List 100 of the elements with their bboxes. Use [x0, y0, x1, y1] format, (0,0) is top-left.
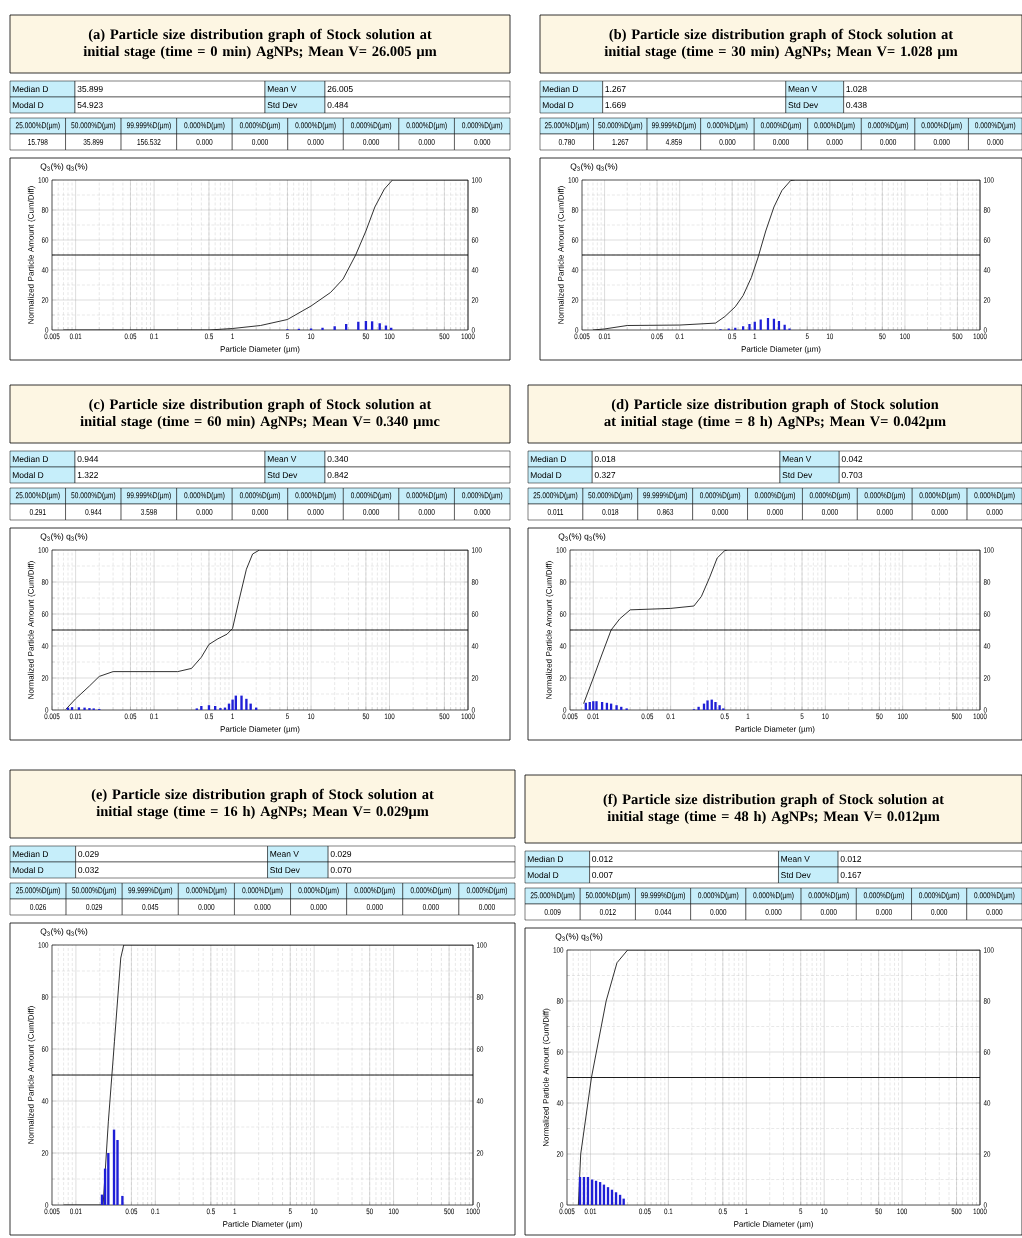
text: 1.267 — [605, 86, 626, 92]
text: 50.000%D(µm) — [72, 887, 117, 895]
text: Std Dev — [788, 101, 819, 109]
text: 0.000 — [880, 139, 897, 145]
text: 0.340 — [327, 456, 349, 462]
text: Modal D — [530, 471, 562, 479]
text: 0.000 — [987, 139, 1004, 145]
text: 0.000%D(µm) — [295, 122, 336, 130]
text: 0.000 — [765, 909, 782, 915]
text: 35.899 — [83, 139, 104, 145]
text: 25.000%D(µm) — [16, 887, 60, 895]
text: 25.000%D(µm) — [544, 122, 589, 130]
text: 1.322 — [77, 472, 98, 478]
text: 0.000 — [366, 904, 383, 910]
text: 0.000%D(µm) — [921, 122, 962, 130]
text: 0.000 — [821, 509, 838, 515]
text: 0.000%D(µm) — [809, 492, 850, 500]
text: 0.000%D(µm) — [462, 492, 503, 500]
text: 0.000%D(µm) — [242, 887, 283, 895]
text: Q$_{3}$(%) q$_{3}$(%) — [40, 928, 88, 937]
text: 0.029 — [86, 904, 103, 910]
chart-title: (f) Particle size distribution graph of Stock solution at initial stage (time = 48 h) AgNPs; Mean V= 0.012µm — [603, 793, 944, 825]
text: Mean V — [267, 456, 297, 462]
text: 0.000 — [986, 909, 1003, 915]
text: 0.000 — [826, 139, 843, 145]
text: 0.012 — [840, 856, 862, 862]
text: 99.999%D(µm) — [128, 887, 173, 895]
text: 0.000 — [252, 139, 269, 145]
text: Q$_{3}$(%) q$_{3}$(%) — [40, 533, 88, 542]
text: 0.000 — [876, 509, 893, 515]
text: Median D — [12, 455, 49, 463]
text: Q$_{3}$(%) q$_{3}$(%) — [555, 933, 603, 942]
bar — [777, 321, 781, 330]
text: 50.000%D(µm) — [71, 492, 116, 500]
text: Modal D — [542, 101, 574, 109]
text: 26.005 — [327, 86, 353, 92]
text: 0.000 — [474, 139, 491, 145]
text: 0.032 — [78, 867, 99, 873]
chart-title: (d) Particle size distribution graph of Stock solution at initial stage (time = 8 h) AgNPs; Mean V= 0.042µm — [604, 398, 946, 430]
text: 50.000%D(µm) — [588, 492, 633, 500]
text: 25.000%D(µm) — [530, 892, 575, 900]
bar — [742, 326, 745, 330]
text: 0.438 — [846, 102, 867, 108]
text: Q$_{3}$(%) q$_{3}$(%) — [570, 163, 618, 172]
text: 0.327 — [594, 472, 616, 478]
text: 0.045 — [142, 904, 159, 910]
text: Std Dev — [781, 871, 811, 879]
text: Mean V — [788, 86, 818, 92]
text: 0.000%D(µm) — [295, 492, 336, 500]
text: 0.484 — [327, 102, 349, 108]
text: 0.000%D(µm) — [707, 122, 748, 130]
text: 0.000%D(µm) — [466, 887, 507, 895]
text: 0.012 — [599, 909, 616, 915]
text: 0.703 — [841, 472, 863, 478]
text: 0.000 — [310, 904, 327, 910]
text: 0.000%D(µm) — [975, 122, 1016, 130]
text: Modal D — [12, 101, 44, 109]
text: 0.000 — [931, 909, 948, 915]
text: 4.859 — [665, 139, 682, 145]
text: Median D — [530, 455, 567, 463]
text: 0.011 — [547, 509, 564, 515]
text: 0.000 — [474, 509, 491, 515]
text: 0.000%D(µm) — [919, 492, 960, 500]
text: Modal D — [527, 871, 559, 879]
text: 0.000%D(µm) — [298, 887, 339, 895]
text: 0.000 — [418, 509, 435, 515]
text: 0.000%D(µm) — [974, 492, 1015, 500]
text: 0.000 — [712, 509, 729, 515]
text: 0.026 — [30, 904, 47, 910]
text: 0.000 — [198, 904, 215, 910]
text: 0.000%D(µm) — [760, 122, 802, 130]
text: 0.000%D(µm) — [462, 122, 503, 130]
text: Q$_{3}$(%) q$_{3}$(%) — [558, 533, 606, 542]
text: 99.999%D(µm) — [126, 122, 171, 130]
text: 0.000 — [363, 139, 380, 145]
chart-title: (e) Particle size distribution graph of Stock solution at initial stage (time = 16 h) AgNPs; Mean V= 0.029µm — [91, 788, 434, 820]
text: 0.000 — [422, 904, 439, 910]
text: 0.000%D(µm) — [814, 122, 855, 130]
text: 54.923 — [77, 102, 103, 108]
text: 0.029 — [78, 851, 99, 857]
text: 0.000 — [307, 509, 324, 515]
text: 0.000%D(µm) — [239, 122, 281, 130]
text: 0.000%D(µm) — [974, 892, 1015, 900]
text: 0.000%D(µm) — [410, 887, 451, 895]
text: 0.000%D(µm) — [863, 892, 904, 900]
text: 0.000 — [307, 139, 324, 145]
text: Std Dev — [270, 866, 300, 874]
text: Std Dev — [267, 471, 298, 479]
text: 1.028 — [846, 86, 867, 92]
text: 0.000 — [418, 139, 435, 145]
text: Mean V — [782, 456, 812, 462]
text: 0.000 — [773, 139, 790, 145]
text: 0.000 — [196, 509, 213, 515]
text: 0.007 — [592, 872, 613, 878]
text: 0.000%D(µm) — [808, 892, 849, 900]
text: 0.944 — [85, 509, 102, 515]
text: 0.000%D(µm) — [406, 122, 447, 130]
text: 0.042 — [841, 456, 863, 462]
text: 0.000 — [820, 909, 837, 915]
text: 35.899 — [77, 86, 103, 92]
